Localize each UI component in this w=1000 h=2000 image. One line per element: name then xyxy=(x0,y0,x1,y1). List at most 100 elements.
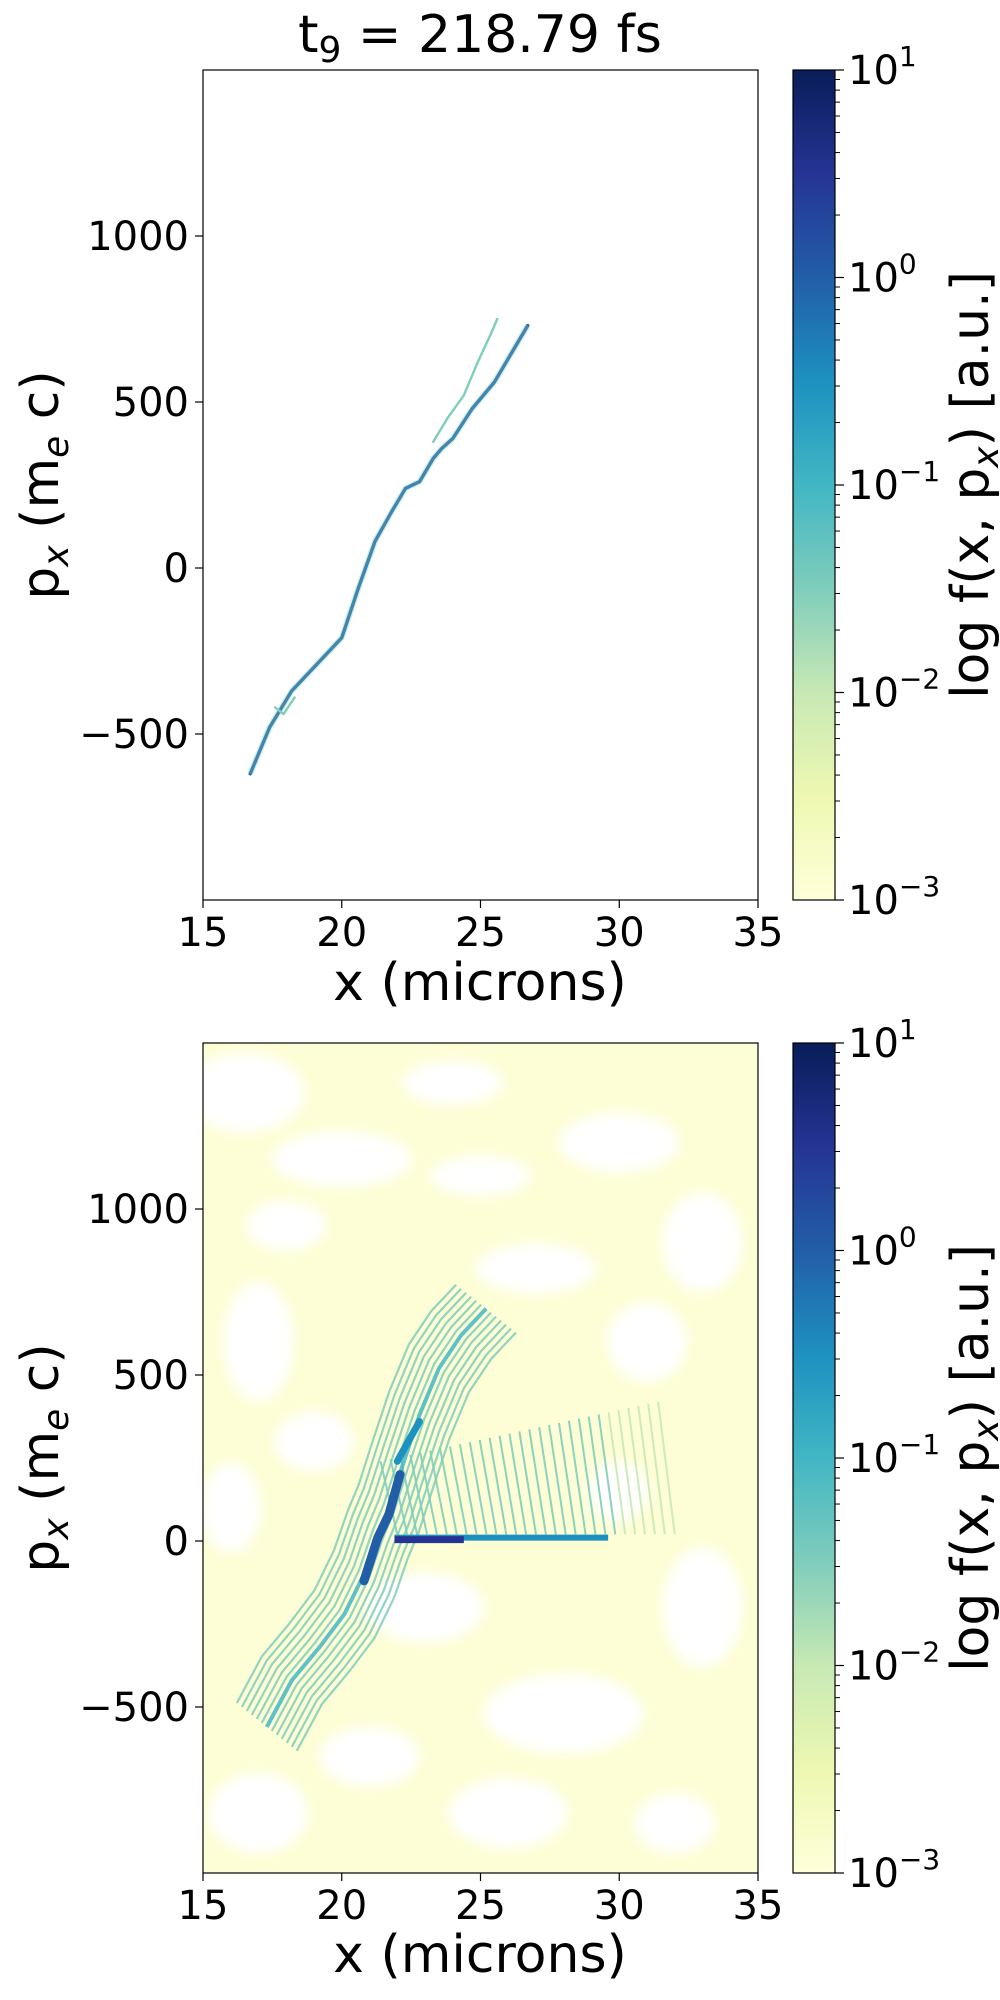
background-gap xyxy=(203,1052,305,1133)
background-gap xyxy=(271,1131,412,1188)
trace-halo xyxy=(247,324,531,775)
bottom-colorbar-gradient xyxy=(792,1042,836,1874)
fan-strand xyxy=(597,1414,617,1535)
title-main: t xyxy=(298,5,318,65)
fan-strand xyxy=(567,1420,587,1535)
bottom-x-tick-label: 20 xyxy=(316,1883,367,1929)
top-panel: 15 20 25 30 35 −500 0 500 1000 x (microns) px (… xyxy=(11,40,1000,1013)
bottom-y-tick-label: 1000 xyxy=(87,1187,189,1233)
top-colorbar-tick-label: 10−2 xyxy=(848,663,940,717)
top-colorbar-tick-label: 101 xyxy=(848,40,917,94)
top-y-tick-label: 1000 xyxy=(87,214,189,260)
bottom-x-axis-label: x (microns) xyxy=(333,1925,627,1985)
fan-strand xyxy=(617,1409,637,1535)
fan-strand xyxy=(439,1448,458,1535)
top-colorbar-gradient xyxy=(792,69,836,901)
title-subscript: 9 xyxy=(318,30,341,71)
bottom-colorbar-tick-label: 100 xyxy=(848,1221,917,1275)
spine-streaks xyxy=(235,1283,517,1752)
bottom-colorbar-label: log f(x, px) [a.u.] xyxy=(941,1244,1000,1672)
bottom-y-ticks: −500 0 500 1000 xyxy=(79,1187,203,1731)
top-colorbar-label: log f(x, px) [a.u.] xyxy=(941,271,1000,699)
fan-strand xyxy=(399,1456,419,1535)
top-plot-frame xyxy=(202,69,759,901)
spine-strand xyxy=(245,1291,467,1712)
background-gaps xyxy=(203,1052,743,1854)
bottom-colorbar-tick-label: 10−1 xyxy=(848,1428,940,1482)
trace-segment xyxy=(274,696,296,716)
background-gap xyxy=(662,1192,743,1293)
background-gap xyxy=(274,1411,354,1472)
background-gap xyxy=(208,1773,309,1854)
fan-strand xyxy=(498,1435,518,1535)
top-colorbar-tick-label: 10−3 xyxy=(848,870,940,924)
background-gap xyxy=(365,1572,485,1643)
top-y-tick-label: 0 xyxy=(164,546,189,592)
bottom-x-tick-label: 35 xyxy=(733,1883,784,1929)
spine-strand xyxy=(240,1287,462,1708)
fan-strand xyxy=(587,1416,607,1535)
fan-strand xyxy=(558,1422,577,1535)
spine-strand xyxy=(275,1315,497,1736)
fan-strand xyxy=(657,1401,676,1535)
fan-strand xyxy=(508,1433,528,1535)
core-upper xyxy=(393,1418,423,1465)
background-gap xyxy=(634,1793,715,1854)
fan-strand xyxy=(488,1437,508,1535)
fan-strand xyxy=(647,1403,666,1535)
background-gap xyxy=(430,1155,531,1196)
fan-strand xyxy=(429,1450,448,1535)
bottom-y-tick-label: 500 xyxy=(113,1353,189,1399)
background-gap xyxy=(483,1673,644,1754)
fan-strand xyxy=(627,1407,647,1535)
bottom-colorbar-ticks: 10−3 10−2 10−1 100 101 xyxy=(835,1013,940,1897)
fan-sheet xyxy=(379,1401,676,1535)
bottom-x-tick-label: 30 xyxy=(594,1883,645,1929)
title-rest: = 218.79 fs xyxy=(341,5,662,65)
dense-core xyxy=(359,1470,405,1586)
fan-strand xyxy=(548,1424,567,1535)
background-gap xyxy=(476,1243,596,1294)
bottom-y-tick-label: −500 xyxy=(79,1685,189,1731)
top-y-tick-label: 500 xyxy=(113,380,189,426)
spine-strand xyxy=(235,1283,457,1704)
bottom-colorbar-tick-label: 10−3 xyxy=(848,1843,940,1897)
top-colorbar: 10−3 10−2 10−1 100 101 log f(x, px) [a.u.] xyxy=(792,40,1000,924)
spine-strand xyxy=(255,1299,477,1720)
fan-strand xyxy=(458,1444,478,1535)
top-colorbar-tick-label: 10−1 xyxy=(848,455,940,509)
bottom-colorbar-tick-label: 101 xyxy=(848,1013,917,1067)
fan-strand xyxy=(607,1412,627,1535)
bottom-plot-data xyxy=(203,1043,758,1873)
top-x-tick-label: 15 xyxy=(178,910,229,956)
background-gap xyxy=(246,1200,327,1251)
bottom-x-tick-label: 25 xyxy=(455,1883,506,1929)
top-y-axis-label: px (me c) xyxy=(11,370,77,599)
fan-strand xyxy=(637,1405,656,1535)
fan-strand xyxy=(468,1441,488,1535)
bottom-y-tick-label: 0 xyxy=(164,1519,189,1565)
spine-strand xyxy=(295,1331,517,1752)
bottom-x-ticks: 15 20 25 30 35 xyxy=(178,1873,784,1929)
background-gap xyxy=(607,1301,687,1382)
top-x-ticks: 15 20 25 30 35 xyxy=(178,900,784,956)
top-colorbar-tick-label: 100 xyxy=(848,248,917,302)
top-x-tick-label: 35 xyxy=(733,910,784,956)
fan-strand xyxy=(419,1452,438,1535)
background-gap xyxy=(223,1281,294,1402)
top-x-tick-label: 25 xyxy=(455,910,506,956)
top-y-ticks: −500 0 500 1000 xyxy=(79,214,203,758)
background-gap xyxy=(319,1726,420,1787)
spine-strand xyxy=(280,1319,502,1740)
background-gap xyxy=(559,1112,680,1173)
background-gap xyxy=(402,1060,503,1105)
top-x-axis-label: x (microns) xyxy=(333,953,627,1013)
spine-strand xyxy=(260,1303,482,1724)
background-gap xyxy=(448,1778,569,1849)
top-colorbar-ticks: 10−3 10−2 10−1 100 101 xyxy=(835,40,940,924)
bottom-colorbar: 10−3 10−2 10−1 100 101 log f(x, px) [a.u.] xyxy=(792,1013,1000,1897)
background-gap xyxy=(203,1462,261,1553)
bottom-y-axis-label: px (me c) xyxy=(11,1343,77,1572)
background-gap xyxy=(662,1547,743,1668)
